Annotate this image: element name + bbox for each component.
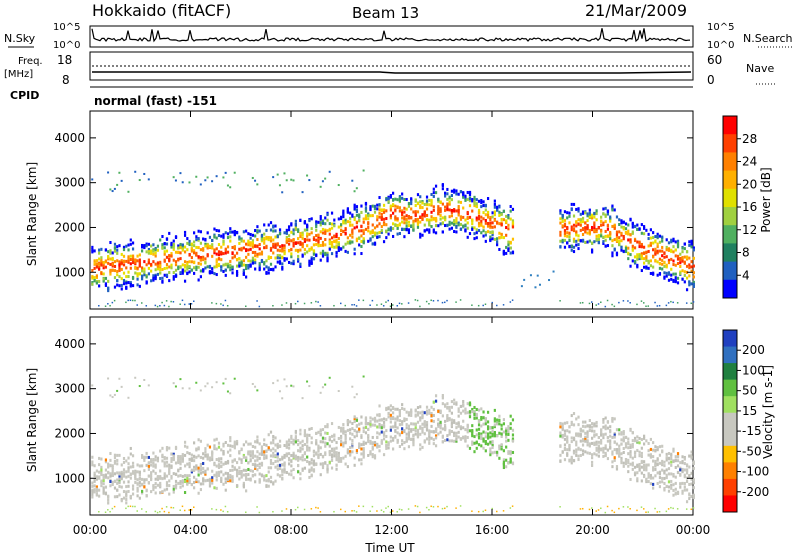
colorbar-swatch	[723, 429, 737, 447]
colorbar-swatch	[723, 225, 737, 244]
colorbar-swatch	[723, 363, 737, 381]
freq-panel	[89, 51, 694, 81]
colorbar-swatch	[723, 495, 737, 513]
range-tick-label: 2000	[54, 220, 85, 234]
colorbar-tick-label: 50	[742, 384, 757, 398]
nsearch-tick-top: 10^5	[707, 22, 734, 33]
velocity-colorbar: 200 100 50 15 -15 -50 -100 -200	[722, 329, 769, 513]
time-tick-label: 00:00	[676, 523, 711, 537]
colorbar-tick-label: -100	[742, 465, 769, 479]
colorbar-swatch	[723, 170, 737, 190]
colorbar-tick-label: 4	[742, 268, 750, 282]
colorbar-swatch	[723, 396, 737, 414]
cpid-label: CPID	[10, 89, 39, 102]
range-tick-label: 3000	[54, 382, 85, 396]
time-tick-label: 12:00	[374, 523, 409, 537]
colorbar-swatch	[723, 445, 737, 463]
colorbar-tick-label: 15	[742, 404, 757, 418]
colorbar-swatch	[723, 279, 737, 299]
colorbar-swatch	[723, 462, 737, 480]
colorbar-swatch	[723, 478, 737, 496]
freq-label: Freq.	[18, 56, 43, 67]
colorbar-swatch	[723, 346, 737, 364]
colorbar-tick-label: 200	[742, 343, 765, 357]
colorbar-swatch	[723, 207, 737, 226]
nsearch-label: N.Search	[743, 32, 793, 45]
colorbar-swatch	[723, 188, 737, 208]
colorbar-swatch	[723, 412, 737, 430]
nave-label: Nave	[746, 62, 774, 75]
colorbar-swatch	[723, 134, 737, 153]
nave-tick-top: 60	[707, 53, 722, 67]
colorbar-swatch	[723, 243, 737, 263]
colorbar-tick-label: 8	[742, 246, 750, 260]
nsky-tick-top: 10^5	[53, 22, 80, 33]
colorbar-tick-label: 20	[742, 177, 757, 191]
range-tick-label: 2000	[54, 426, 85, 440]
velocity-echo-scatter	[91, 375, 695, 514]
colorbar-swatch	[723, 261, 737, 281]
date-title: 21/Mar/2009	[585, 1, 687, 20]
colorbar-tick-label: -50	[742, 444, 762, 458]
colorbar-tick-label: 24	[742, 155, 757, 169]
time-tick-label: 04:00	[173, 523, 208, 537]
velocity-colorbar-label: Velocity [m s-1]	[761, 365, 775, 459]
colorbar-tick-label: -15	[742, 424, 762, 438]
time-tick-label: 20:00	[575, 523, 610, 537]
velocity-y-axis: 1000 2000 3000 4000	[54, 337, 693, 485]
freq-tick-top: 18	[57, 53, 72, 67]
power-colorbar-label: Power [dB]	[759, 167, 773, 232]
freq-unit-label: [MHz]	[4, 69, 33, 80]
colorbar-tick-label: 16	[742, 200, 757, 214]
cpid-value: normal (fast) -151	[94, 94, 217, 108]
colorbar-swatch	[723, 379, 737, 397]
range-tick-label: 4000	[54, 337, 85, 351]
time-tick-label: 16:00	[475, 523, 510, 537]
colorbar-tick-label: 28	[742, 132, 757, 146]
power-ylabel: Slant Range [km]	[25, 162, 39, 266]
colorbar-tick-label: 12	[742, 223, 757, 237]
range-tick-label: 3000	[54, 176, 85, 190]
beam-title: Beam 13	[352, 4, 419, 22]
velocity-ylabel: Slant Range [km]	[25, 368, 39, 472]
station-title: Hokkaido (fitACF)	[92, 1, 231, 20]
range-tick-label: 1000	[54, 471, 85, 485]
range-tick-label: 1000	[54, 265, 85, 279]
colorbar-swatch	[723, 152, 737, 172]
freq-trace	[92, 71, 692, 74]
colorbar-swatch	[723, 116, 737, 135]
power-echo-scatter	[91, 169, 695, 308]
nsky-tick-bottom: 10^0	[53, 40, 80, 51]
time-axis: 00:00 04:00 08:00 12:00 16:00 20:00 00:00	[73, 111, 711, 537]
power-colorbar: 28 24 20 16 12 8 4	[722, 115, 757, 299]
time-tick-label: 08:00	[274, 523, 309, 537]
freq-tick-bottom: 8	[62, 73, 70, 87]
range-tick-label: 4000	[54, 131, 85, 145]
power-y-axis: 1000 2000 3000 4000	[54, 131, 693, 279]
nsky-panel	[89, 25, 694, 48]
nsky-trace	[91, 28, 691, 43]
colorbar-swatch	[723, 330, 737, 348]
nave-tick-bottom: 0	[707, 73, 715, 87]
nsearch-tick-bottom: 10^0	[707, 40, 734, 51]
colorbar-tick-label: 100	[742, 363, 765, 377]
colorbar-tick-label: -200	[742, 485, 769, 499]
time-axis-label: Time UT	[364, 541, 415, 554]
nsky-label: N.Sky	[4, 32, 36, 45]
time-tick-label: 00:00	[73, 523, 108, 537]
